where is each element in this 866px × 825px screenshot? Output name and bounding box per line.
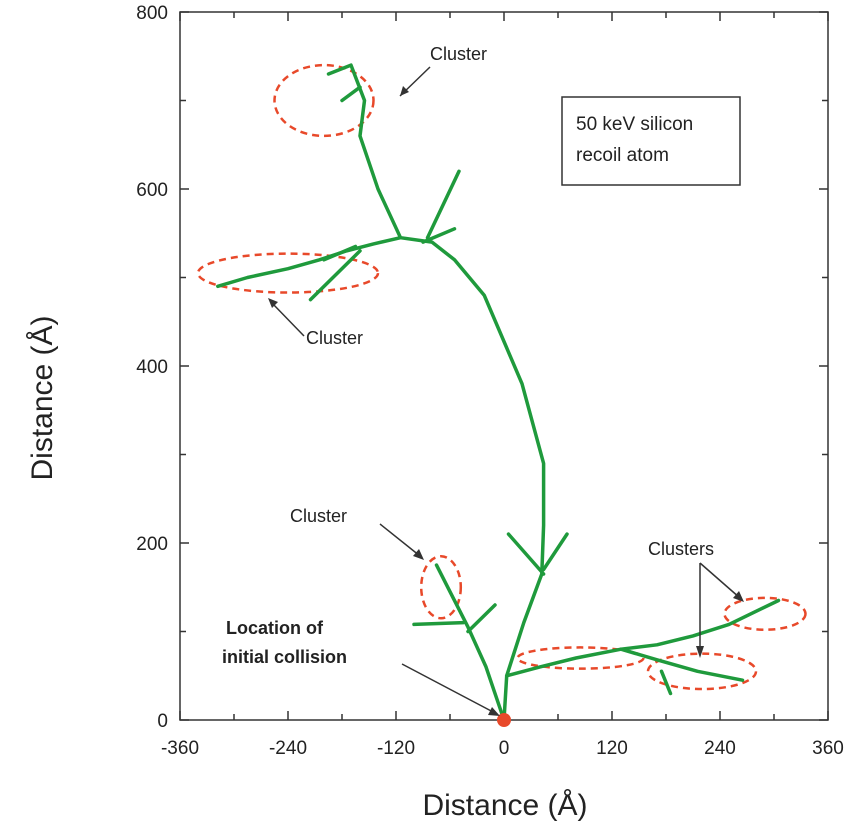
x-axis-title: Distance (Å) <box>422 789 587 822</box>
track-line <box>308 249 362 302</box>
x-tick-label: 360 <box>812 738 844 759</box>
annotation-initial-line-2: initial collision <box>222 647 347 667</box>
track-line <box>659 669 673 696</box>
annotations: Cluster Cluster Cluster Clusters Locatio… <box>222 44 744 716</box>
track-line <box>504 598 781 678</box>
annotation-cluster-bottom: Cluster <box>290 506 347 526</box>
track-line <box>326 63 546 722</box>
x-tick-label: -360 <box>161 738 199 759</box>
y-tick-label: 600 <box>136 180 168 201</box>
recoil-tracks <box>216 63 781 722</box>
track-line <box>506 532 546 576</box>
x-tick-label: 120 <box>596 738 628 759</box>
y-axis-title: Distance (Å) <box>26 315 59 480</box>
cluster-outline <box>273 63 375 138</box>
x-tick-label: -120 <box>377 738 415 759</box>
track-line <box>466 603 497 634</box>
track-line <box>322 244 358 262</box>
annotation-clusters-right: Clusters <box>648 539 714 559</box>
cluster-outline <box>196 252 380 294</box>
legend-box: 50 keV silicon recoil atom <box>561 96 741 186</box>
legend-line-1: 50 keV silicon <box>576 114 693 135</box>
cluster-outline <box>646 652 758 691</box>
annotation-initial-line-1: Location of <box>226 618 324 638</box>
cluster-outline <box>723 596 807 631</box>
track-line <box>421 227 457 244</box>
collision-points <box>497 713 511 727</box>
track-line <box>541 532 569 572</box>
cluster-outlines <box>196 63 807 691</box>
track-line <box>434 563 506 722</box>
x-tick-labels: -360 -240 -120 0 120 240 360 <box>161 738 844 759</box>
initial-collision-point <box>497 713 511 727</box>
x-tick-label: -240 <box>269 738 307 759</box>
track-line <box>619 647 745 682</box>
track-line <box>216 235 403 289</box>
cluster-outline <box>516 646 645 670</box>
y-tick-label: 800 <box>136 3 168 24</box>
y-tick-label: 400 <box>136 357 168 378</box>
legend-line-2: recoil atom <box>576 145 669 166</box>
y-tick-labels: 0 200 400 600 800 <box>136 3 168 732</box>
cluster-outline <box>419 555 463 620</box>
y-tick-label: 0 <box>157 711 168 732</box>
x-tick-label: 240 <box>704 738 736 759</box>
annotation-cluster-top: Cluster <box>430 44 487 64</box>
track-line <box>412 620 466 627</box>
y-tick-label: 200 <box>136 534 168 555</box>
track-line <box>340 85 362 103</box>
track-line <box>425 169 461 240</box>
x-tick-label: 0 <box>499 738 510 759</box>
annotation-cluster-left: Cluster <box>306 328 363 348</box>
